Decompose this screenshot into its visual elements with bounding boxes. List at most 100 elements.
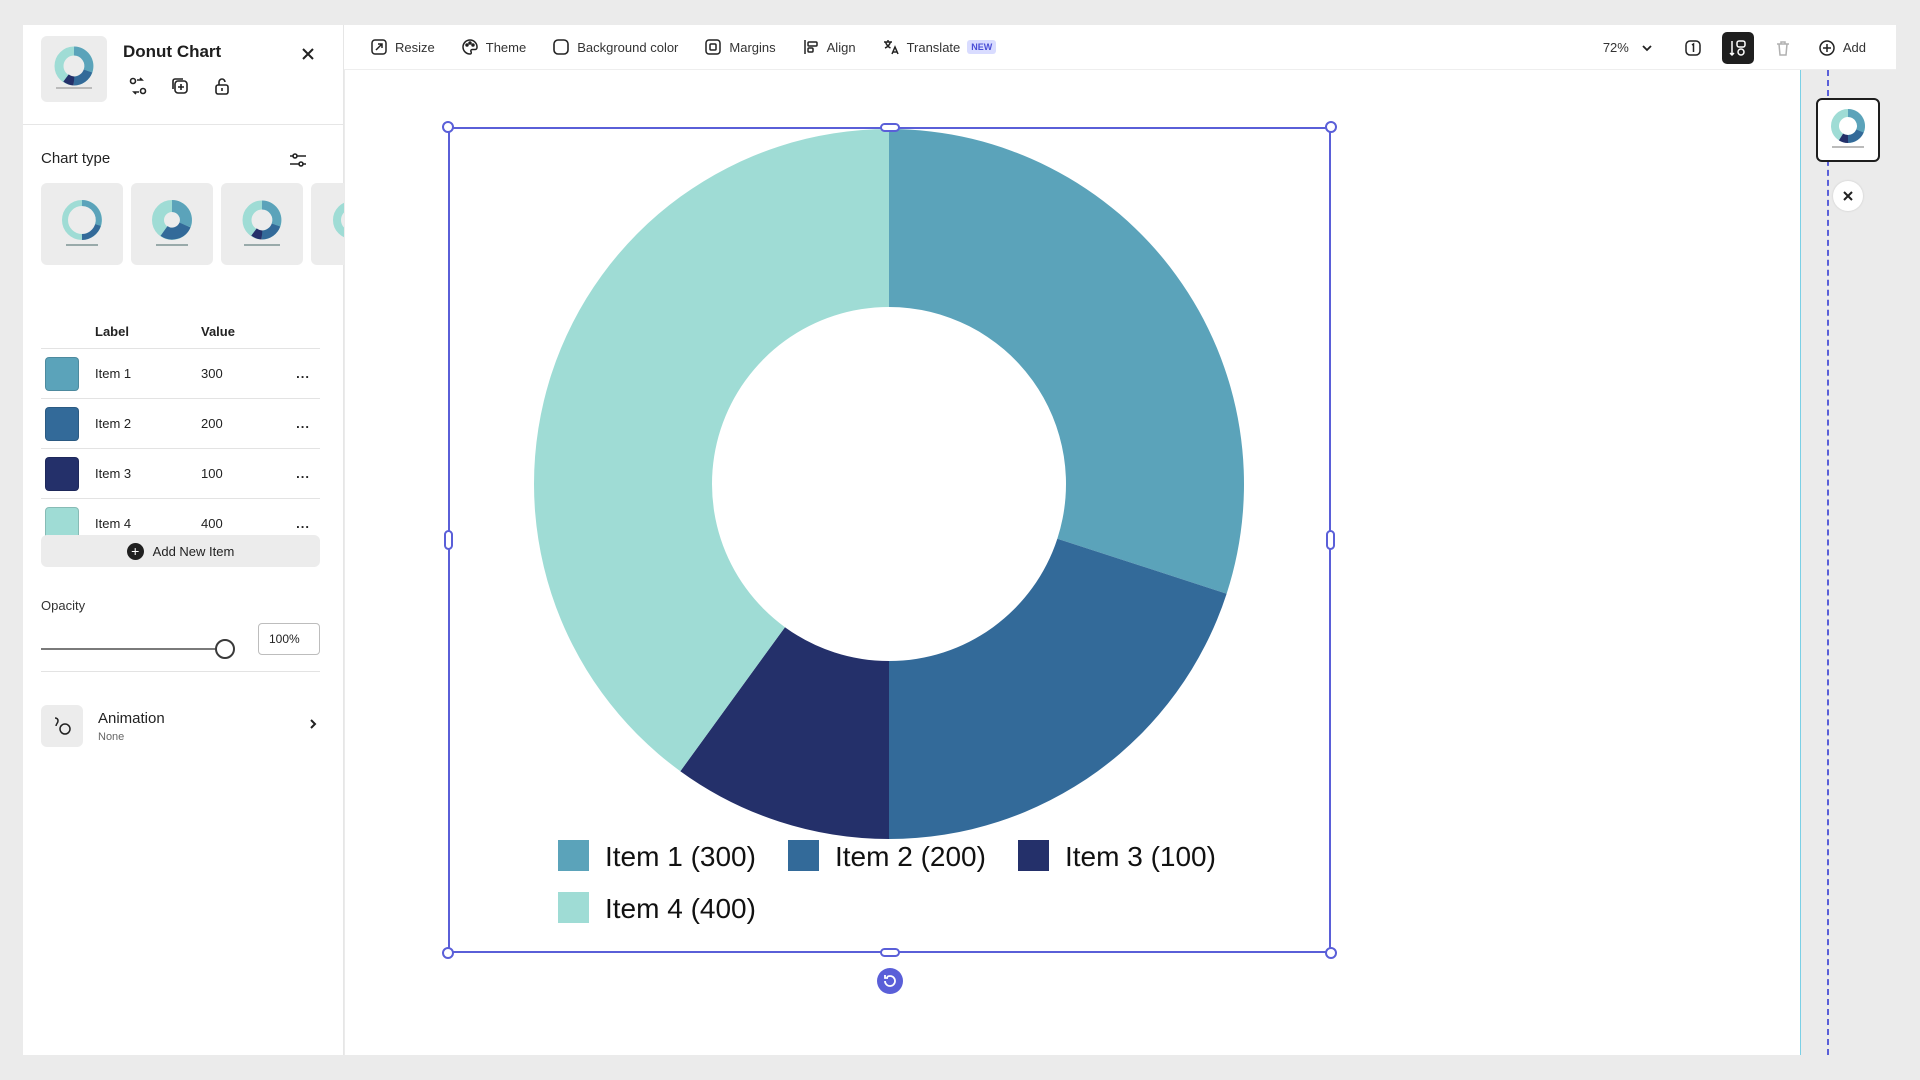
chevron-down-icon: [1642, 44, 1652, 51]
label-column-header: Label: [95, 324, 129, 339]
add-label: Add: [1842, 40, 1866, 55]
add-new-item-button[interactable]: + Add New Item: [41, 535, 320, 567]
settings-sliders-icon[interactable]: [285, 147, 311, 173]
legend-swatch: [558, 892, 589, 923]
align-button[interactable]: Align: [802, 32, 856, 62]
zoom-dropdown[interactable]: 72%: [1603, 40, 1653, 55]
layers-icon: [1729, 39, 1746, 56]
background-color-button[interactable]: Background color: [552, 32, 678, 62]
donut-slice-4[interactable]: [534, 129, 889, 772]
resize-icon: [371, 39, 387, 55]
delete-button[interactable]: [1767, 32, 1799, 64]
donut-labeled-icon: [242, 200, 282, 246]
margins-button[interactable]: Margins: [704, 32, 776, 62]
chevron-right-icon: [306, 717, 320, 736]
top-toolbar: Resize Theme Background color Margins Al…: [344, 25, 1896, 70]
opacity-slider[interactable]: [41, 638, 235, 660]
legend-label: Item 2 (200): [835, 841, 986, 872]
donut-slice-2[interactable]: [889, 538, 1227, 839]
resize-handle-top-right[interactable]: [1325, 121, 1337, 133]
legend-swatch: [1018, 840, 1049, 871]
close-panel-icon[interactable]: [295, 41, 321, 67]
align-label: Align: [826, 39, 856, 55]
theme-label: Theme: [485, 39, 527, 55]
resize-handle-bottom-right[interactable]: [1325, 947, 1337, 959]
table-row: Item 3 100 ...: [41, 449, 320, 499]
theme-button[interactable]: Theme: [461, 32, 526, 62]
opacity-label: Opacity: [41, 598, 86, 613]
resize-handle-right[interactable]: [1326, 530, 1335, 550]
donut-thumbnail-icon: [54, 46, 94, 89]
row-value[interactable]: 100: [201, 466, 223, 481]
close-page-icon[interactable]: [1833, 181, 1863, 211]
resize-handle-bottom-left[interactable]: [442, 947, 454, 959]
chart-type-donut-thick[interactable]: [131, 183, 213, 265]
alignment-guide: [1827, 70, 1829, 1055]
add-button[interactable]: Add: [1818, 39, 1866, 57]
duplicate-icon[interactable]: [167, 73, 193, 99]
more-options-icon[interactable]: ...: [296, 466, 310, 481]
panel-header: Donut Chart: [23, 25, 343, 125]
row-value[interactable]: 400: [201, 516, 223, 531]
selection-frame: [442, 121, 1337, 959]
more-options-icon[interactable]: ...: [296, 416, 310, 431]
resize-handle-left[interactable]: [444, 530, 453, 550]
animation-icon: [41, 705, 83, 747]
add-circle-icon: [1819, 39, 1835, 56]
value-column-header: Value: [201, 324, 235, 339]
divider: [41, 671, 320, 672]
page-thumbnail[interactable]: [1816, 98, 1880, 162]
unlock-icon[interactable]: [209, 73, 235, 99]
row-value[interactable]: 200: [201, 416, 223, 431]
chart-type-donut-labeled[interactable]: [221, 183, 303, 265]
color-swatch[interactable]: [45, 456, 79, 491]
resize-handle-top-left[interactable]: [442, 121, 454, 133]
donut-slice-1[interactable]: [889, 129, 1244, 594]
translate-icon: [883, 40, 899, 55]
data-table-header: Label Value: [41, 315, 320, 349]
replace-icon[interactable]: [125, 73, 151, 99]
color-swatch[interactable]: [45, 356, 79, 391]
pages-button[interactable]: [1677, 32, 1709, 64]
donut-thick-icon: [152, 200, 192, 246]
donut-chart[interactable]: Item 1 (300) Item 2 (200) Item 3 (100) Item…: [448, 127, 1331, 953]
margins-icon: [705, 39, 722, 55]
opacity-input[interactable]: [258, 623, 320, 655]
translate-button[interactable]: Translate NEW: [882, 32, 997, 62]
chart-type-donut-thin[interactable]: [41, 183, 123, 265]
more-options-icon[interactable]: ...: [296, 366, 310, 381]
row-value[interactable]: 300: [201, 366, 223, 381]
donut-slice-3[interactable]: [680, 627, 889, 839]
new-badge: NEW: [967, 40, 997, 54]
resize-handle-bottom[interactable]: [880, 948, 900, 957]
chart-type-donut-other[interactable]: [311, 183, 344, 265]
layers-button[interactable]: [1721, 31, 1754, 64]
properties-panel: Donut Chart Chart type: [23, 25, 344, 1055]
table-row: Item 1 300 ...: [41, 349, 320, 399]
opacity-slider-track: [41, 648, 225, 650]
resize-handle-top[interactable]: [880, 123, 900, 132]
trash-icon: [1776, 40, 1789, 56]
color-swatch[interactable]: [45, 406, 79, 441]
row-label[interactable]: Item 2: [95, 416, 132, 431]
color-swatch[interactable]: [45, 506, 79, 541]
data-table: Label Value Item 1 300 ... Item 2 200 ..…: [41, 315, 320, 549]
row-label[interactable]: Item 3: [95, 466, 132, 481]
row-label[interactable]: Item 4: [95, 516, 132, 531]
background-color-icon: [553, 39, 570, 55]
rotate-handle[interactable]: [877, 968, 903, 994]
zoom-value: 72%: [1602, 40, 1629, 55]
legend-label: Item 4 (400): [605, 893, 756, 924]
toolbar-right: 72% Add: [1603, 25, 1896, 70]
animation-section[interactable]: Animation None: [41, 705, 320, 749]
legend-swatch: [558, 840, 589, 871]
opacity-slider-thumb[interactable]: [215, 639, 235, 659]
row-label[interactable]: Item 1: [95, 366, 132, 381]
pages-strip: [1801, 70, 1896, 1055]
table-row: Item 2 200 ...: [41, 399, 320, 449]
page-edge-guide: [1800, 70, 1801, 1055]
animation-value: None: [98, 731, 125, 743]
rotate-icon: [884, 975, 896, 987]
resize-button[interactable]: Resize: [370, 32, 435, 62]
more-options-icon[interactable]: ...: [296, 516, 310, 531]
